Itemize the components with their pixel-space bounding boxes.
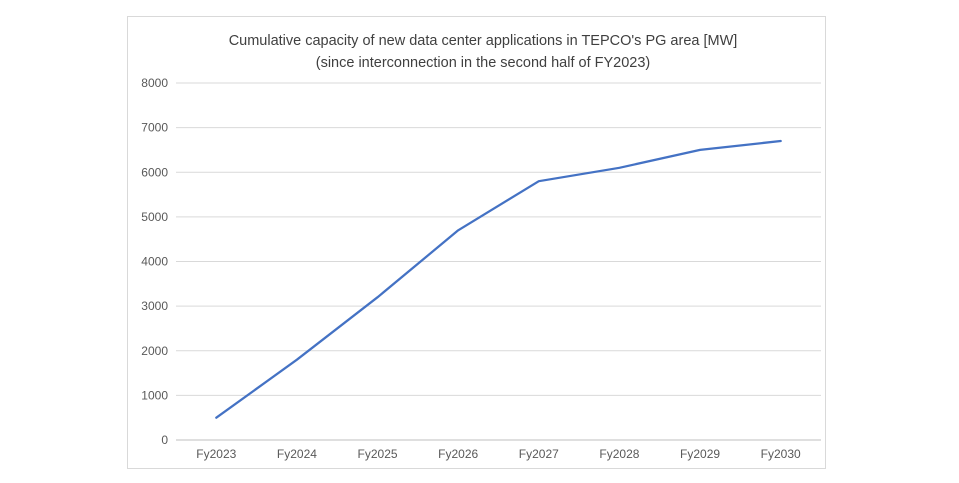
y-axis-tick-label: 7000 <box>141 121 168 135</box>
chart-frame: Cumulative capacity of new data center a… <box>127 16 826 469</box>
line-chart-plot: 0 1000 2000 3000 4000 5000 6000 7000 8000 Fy2023 F… <box>141 76 821 461</box>
x-axis-tick-label: Fy2024 <box>277 447 317 461</box>
y-axis-tick-label: 5000 <box>141 210 168 224</box>
x-axis-tick-label: Fy2026 <box>438 447 478 461</box>
x-axis-tick-label: Fy2029 <box>680 447 720 461</box>
y-axis-tick-label: 8000 <box>141 76 168 90</box>
x-axis-tick-label: Fy2025 <box>358 447 398 461</box>
x-axis-tick-label: Fy2028 <box>599 447 639 461</box>
x-axis-tick-label: Fy2030 <box>761 447 801 461</box>
y-axis-tick-label: 0 <box>161 433 168 447</box>
y-axis-tick-label: 1000 <box>141 388 168 402</box>
x-axis-tick-label: Fy2027 <box>519 447 559 461</box>
y-axis-tick-label: 2000 <box>141 344 168 358</box>
x-axis-tick-label: Fy2023 <box>196 447 236 461</box>
chart-subtitle: (since interconnection in the second hal… <box>315 55 651 71</box>
y-axis-tick-label: 3000 <box>141 299 168 313</box>
y-axis-tick-label: 4000 <box>141 255 168 269</box>
chart-title: Cumulative capacity of new data center a… <box>228 33 738 49</box>
series-line <box>215 139 782 419</box>
y-axis-tick-label: 6000 <box>141 165 168 179</box>
